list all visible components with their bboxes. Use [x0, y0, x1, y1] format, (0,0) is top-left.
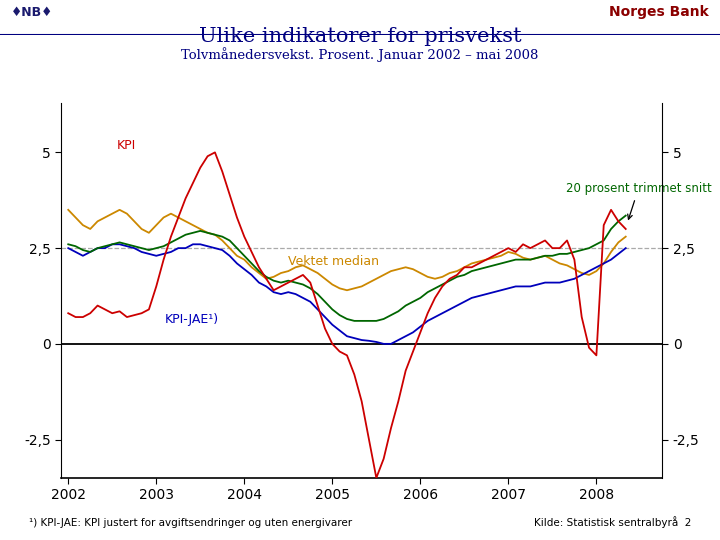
Text: Norges Bank: Norges Bank [609, 5, 709, 19]
Text: ¹) KPI-JAE: KPI justert for avgiftsendringer og uten energivarer: ¹) KPI-JAE: KPI justert for avgiftsendri… [29, 518, 352, 528]
Text: Vektet median: Vektet median [288, 255, 379, 268]
Text: ♦NB♦: ♦NB♦ [11, 6, 53, 19]
Text: Kilde: Statistisk sentralbyrå  2: Kilde: Statistisk sentralbyrå 2 [534, 516, 691, 528]
Text: 20 prosent trimmet snitt: 20 prosent trimmet snitt [566, 183, 711, 219]
Text: KPI: KPI [117, 139, 136, 152]
Text: KPI-JAE¹): KPI-JAE¹) [165, 313, 219, 326]
Text: Tolvmånedersvekst. Prosent. Januar 2002 – mai 2008: Tolvmånedersvekst. Prosent. Januar 2002 … [181, 47, 539, 62]
Text: Ulike indikatorer for prisvekst: Ulike indikatorer for prisvekst [199, 27, 521, 46]
